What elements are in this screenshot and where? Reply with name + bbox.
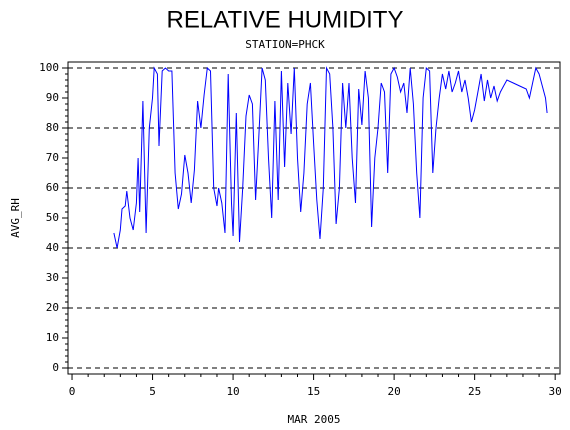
data-line bbox=[113, 66, 548, 249]
y-tick-label: 0 bbox=[52, 361, 59, 374]
x-axis-label: MAR 2005 bbox=[288, 413, 341, 426]
chart-title: RELATIVE HUMIDITY bbox=[167, 6, 404, 33]
y-tick-label: 20 bbox=[46, 301, 59, 314]
y-tick-label: 40 bbox=[46, 241, 59, 254]
x-tick-label: 30 bbox=[549, 385, 562, 398]
y-axis-label: AVG_RH bbox=[9, 198, 22, 238]
y-tick-label: 80 bbox=[46, 121, 59, 134]
y-tick-label: 30 bbox=[46, 271, 59, 284]
x-tick-label: 10 bbox=[226, 385, 239, 398]
y-tick-label: 50 bbox=[46, 211, 59, 224]
y-tick-label: 70 bbox=[46, 151, 59, 164]
y-tick-label: 10 bbox=[46, 331, 59, 344]
y-tick-label: 60 bbox=[46, 181, 59, 194]
x-tick-label: 5 bbox=[149, 385, 156, 398]
x-tick-label: 15 bbox=[307, 385, 320, 398]
chart-subtitle: STATION=PHCK bbox=[245, 38, 325, 51]
x-tick-label: 0 bbox=[69, 385, 76, 398]
y-tick-label: 100 bbox=[39, 61, 59, 74]
x-tick-label: 20 bbox=[387, 385, 400, 398]
y-tick-label: 90 bbox=[46, 91, 59, 104]
x-tick-label: 25 bbox=[468, 385, 481, 398]
plot-frame bbox=[67, 61, 561, 375]
